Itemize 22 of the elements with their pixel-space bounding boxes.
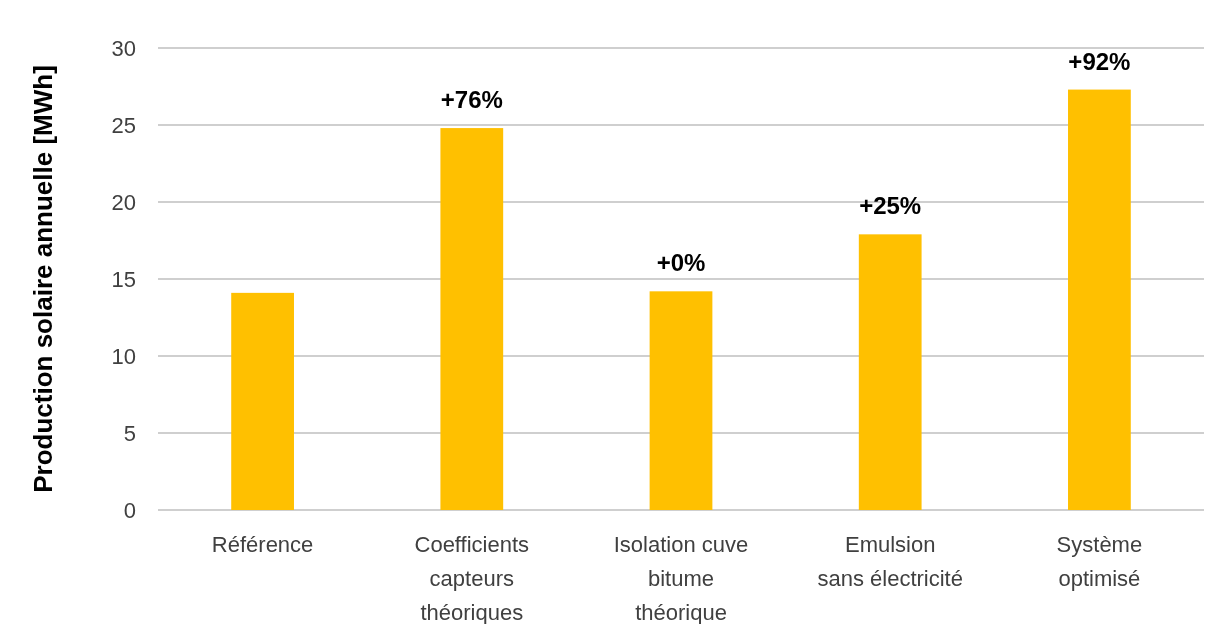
x-tick-label: Emulsion sans électricité <box>817 532 963 591</box>
y-tick-label: 20 <box>111 189 136 215</box>
y-tick-label: 10 <box>111 343 136 369</box>
x-tick-label: Coefficients capteurs théoriques <box>414 532 530 625</box>
y-axis-title: Production solaire annuelle [MWh] <box>28 65 58 493</box>
bar <box>440 128 504 510</box>
annotation: +76% <box>440 86 503 114</box>
x-tick-label: Isolation cuve bitume théorique <box>613 532 749 625</box>
annotation: +0% <box>656 249 706 277</box>
annotation: +92% <box>1068 47 1131 75</box>
bar <box>858 234 922 510</box>
bar <box>649 291 713 510</box>
y-tick-label: 25 <box>111 112 136 138</box>
y-tick-label: 15 <box>111 266 136 292</box>
annotation: +25% <box>859 192 922 220</box>
y-tick-label: 0 <box>123 497 136 523</box>
x-tick-label: Système optimisé <box>1056 532 1143 591</box>
bar <box>1068 89 1131 510</box>
y-tick-label: 5 <box>123 420 136 446</box>
bar <box>231 292 294 510</box>
x-tick-label: Référence <box>211 532 314 557</box>
y-tick-label: 30 <box>111 35 136 61</box>
